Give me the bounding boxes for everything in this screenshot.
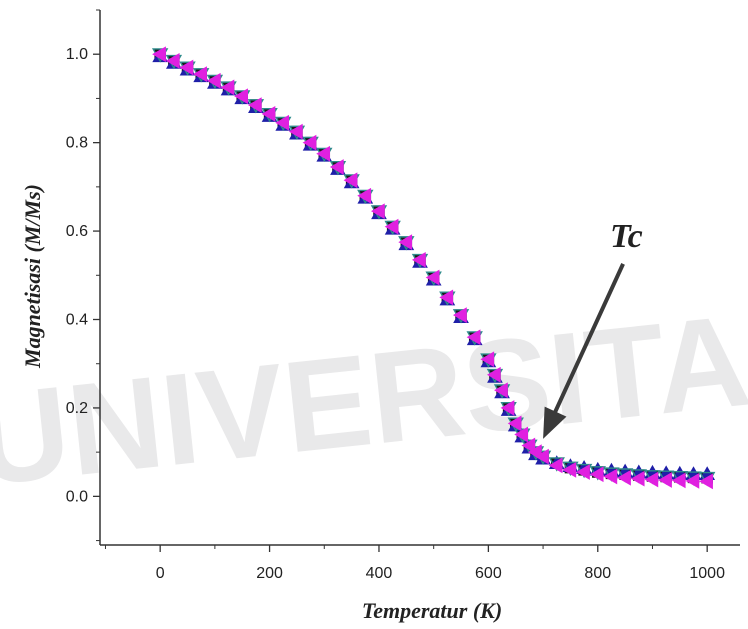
y-tick-label: 0.4 <box>66 312 88 329</box>
data-point <box>486 366 501 383</box>
data-point <box>220 79 235 96</box>
data-point <box>507 415 522 432</box>
data-point <box>617 469 631 486</box>
y-tick-label: 0.2 <box>66 400 88 417</box>
data-point <box>152 46 166 63</box>
data-point <box>411 251 426 268</box>
data-point <box>494 382 508 399</box>
data-point <box>398 234 413 250</box>
data-point <box>576 464 590 480</box>
data-point <box>302 134 317 151</box>
data-point <box>275 114 289 131</box>
data-point <box>644 471 659 488</box>
data-point <box>466 329 481 346</box>
data-point <box>453 307 467 323</box>
x-tick-label: 400 <box>366 565 393 582</box>
x-tick-label: 0 <box>156 565 165 582</box>
series-triangle-left <box>152 46 713 490</box>
x-tick-label: 800 <box>584 565 611 582</box>
data-point <box>562 461 577 478</box>
data-point <box>357 187 372 204</box>
data-point <box>425 269 440 286</box>
data-point <box>165 52 180 69</box>
data-point <box>316 145 331 162</box>
data-point <box>658 472 672 488</box>
data-point <box>329 159 344 175</box>
data-point <box>384 218 399 235</box>
tc-annotation-label: Tc <box>610 218 643 255</box>
x-tick-label: 600 <box>475 565 502 582</box>
data-point <box>370 203 385 220</box>
data-point <box>439 289 454 306</box>
data-point <box>234 88 248 105</box>
data-point <box>548 457 563 474</box>
data-point <box>589 466 604 483</box>
y-tick-label: 0.6 <box>66 223 88 240</box>
x-tick-label: 1000 <box>689 565 725 582</box>
data-point <box>261 106 276 122</box>
x-tick-label: 200 <box>256 565 283 582</box>
data-marks <box>151 46 716 490</box>
data-point <box>288 123 303 140</box>
data-point <box>193 66 207 82</box>
data-point <box>521 437 536 454</box>
data-point <box>603 468 618 485</box>
plot-area: 0 200 400 600 800 1000 0.0 0.2 0.4 0.6 0.8 1.0 <box>66 9 740 582</box>
annotation: Tc <box>543 218 643 439</box>
data-point <box>500 400 515 416</box>
tc-arrow-shaft <box>549 263 625 422</box>
y-tick-label: 1.0 <box>66 46 88 63</box>
data-point <box>685 473 700 489</box>
y-tick-label: 0.0 <box>66 488 88 505</box>
x-axis-title: Temperatur (K) <box>362 598 502 623</box>
data-point <box>480 351 495 368</box>
tc-arrow-head <box>543 406 567 439</box>
y-tick-label: 0.8 <box>66 135 88 152</box>
data-point <box>514 426 529 443</box>
data-point <box>247 97 262 113</box>
data-point <box>630 470 645 487</box>
data-point <box>206 72 221 89</box>
data-point <box>699 473 713 490</box>
data-point <box>671 472 686 489</box>
data-point <box>343 172 358 189</box>
data-point <box>179 59 194 76</box>
y-axis-title: Magnetisasi (M/Ms) <box>20 184 45 369</box>
data-point <box>535 448 549 465</box>
